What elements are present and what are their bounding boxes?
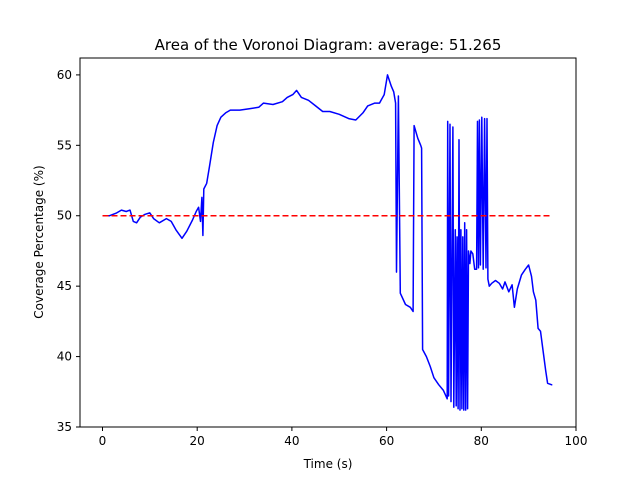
y-tick-label: 45 bbox=[57, 279, 72, 293]
x-tick-label: 60 bbox=[379, 434, 394, 448]
y-tick-label: 55 bbox=[57, 138, 72, 152]
series-layer bbox=[102, 74, 553, 411]
x-tick-label: 40 bbox=[284, 434, 299, 448]
x-tick-label: 100 bbox=[565, 434, 588, 448]
axes-frame bbox=[79, 57, 577, 428]
x-tick-label: 0 bbox=[99, 434, 107, 448]
y-tick-label: 50 bbox=[57, 209, 72, 223]
y-tick-label: 40 bbox=[57, 350, 72, 364]
y-tick-label: 35 bbox=[57, 420, 72, 434]
plot-area: 0 20 40 60 80 100 35 40 45 50 55 60 bbox=[57, 57, 588, 448]
x-tick-label: 20 bbox=[190, 434, 205, 448]
y-axis-label: Coverage Percentage (%) bbox=[32, 165, 46, 318]
coverage-series-line bbox=[102, 74, 553, 411]
x-axis-label: Time (s) bbox=[303, 457, 353, 471]
y-tick-label: 60 bbox=[57, 68, 72, 82]
x-axis-ticks: 0 20 40 60 80 100 bbox=[99, 427, 588, 448]
y-axis-ticks: 35 40 45 50 55 60 bbox=[57, 68, 80, 434]
x-tick-label: 80 bbox=[474, 434, 489, 448]
chart-title: Area of the Voronoi Diagram: average: 51… bbox=[155, 36, 502, 54]
